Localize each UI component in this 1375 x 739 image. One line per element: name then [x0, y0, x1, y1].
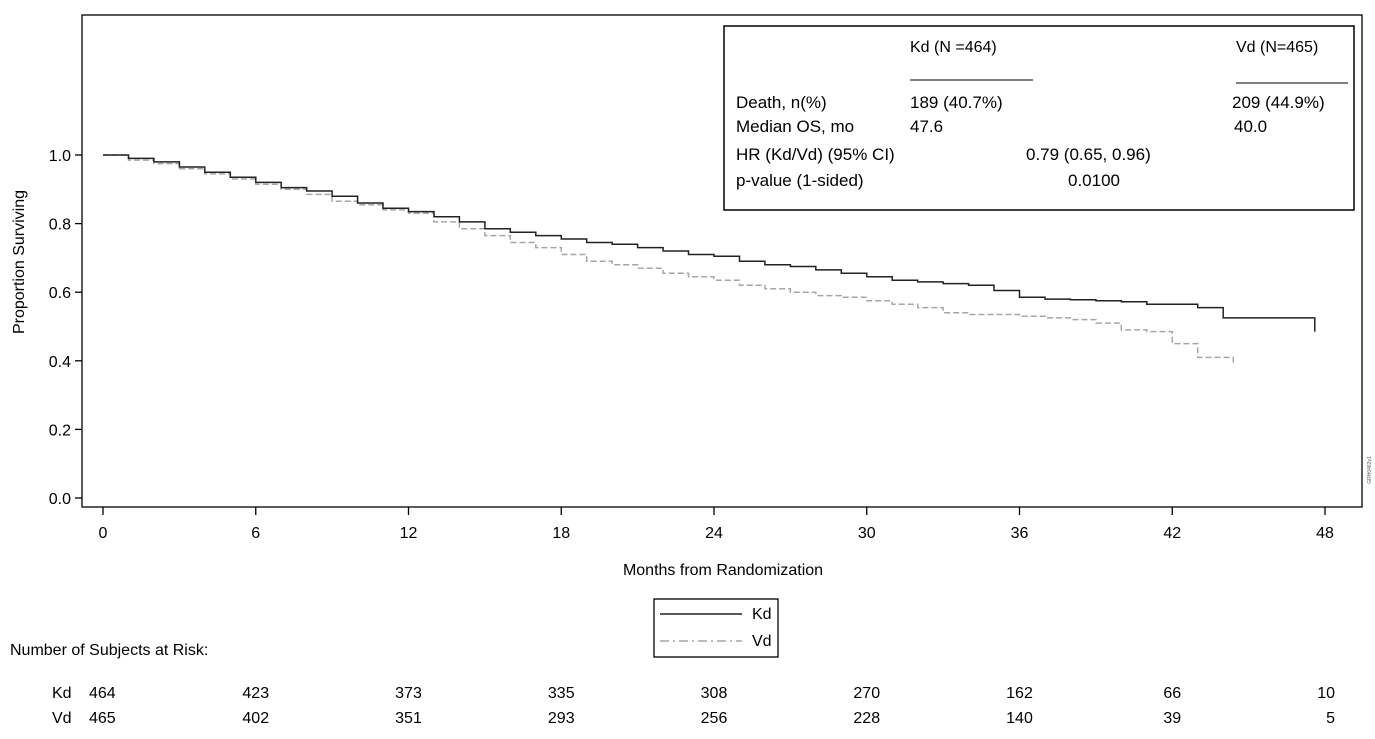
x-tick-label-3: 18 — [552, 525, 570, 542]
risk-cell-kd-12: 373 — [395, 685, 422, 702]
stats-box-frame — [723, 25, 1355, 211]
risk-cell-kd-42: 66 — [1163, 685, 1181, 702]
series-kd-line — [103, 154, 1316, 332]
risk-cell-kd-24: 308 — [701, 685, 728, 702]
risk-cell-vd-48: 5 — [1326, 710, 1335, 727]
series-layer — [103, 154, 1316, 365]
y-tick-label-5: 1.0 — [49, 148, 71, 165]
stats-p-value: 0.0100 — [1068, 171, 1120, 190]
legend-vd-label: Vd — [752, 633, 772, 650]
risk-cell-kd-30: 270 — [853, 685, 880, 702]
stats-median-kd: 47.6 — [910, 117, 943, 136]
risk-cell-kd-48: 10 — [1317, 685, 1335, 702]
risk-cell-vd-6: 402 — [242, 710, 269, 727]
x-tick-label-1: 6 — [251, 525, 260, 542]
risk-cell-kd-36: 162 — [1006, 685, 1033, 702]
y-tick-label-0: 0.0 — [49, 491, 71, 508]
side-code: GRH0462v1 — [1367, 456, 1373, 484]
risk-cell-vd-12: 351 — [395, 710, 422, 727]
x-axis-label: Months from Randomization — [623, 562, 823, 579]
stats-col1-header: Kd (N =464) — [910, 39, 997, 56]
x-tick-label-8: 48 — [1316, 525, 1334, 542]
x-tick-label-2: 12 — [400, 525, 418, 542]
y-tick-label-4: 0.8 — [49, 217, 71, 234]
stats-col2-header: Vd (N=465) — [1236, 39, 1318, 56]
risk-cell-vd-36: 140 — [1006, 710, 1033, 727]
x-tick-label-6: 36 — [1011, 525, 1029, 542]
series-vd-line — [103, 154, 1235, 365]
y-axis-label: Proportion Surviving — [11, 190, 28, 334]
x-tick-label-0: 0 — [99, 525, 108, 542]
y-tick-label-2: 0.4 — [49, 354, 71, 371]
risk-cell-vd-30: 228 — [853, 710, 880, 727]
legend-kd-label: Kd — [752, 606, 772, 623]
risk-cell-vd-42: 39 — [1163, 710, 1181, 727]
stats-median-vd: 40.0 — [1234, 117, 1267, 136]
x-tick-label-7: 42 — [1163, 525, 1181, 542]
risk-cell-kd-18: 335 — [548, 685, 575, 702]
stats-box: Kd (N =464) Vd (N=465) Death, n(%) 189 (… — [723, 25, 1355, 211]
x-axis: 0 6 12 18 24 30 36 42 48 — [99, 507, 1334, 542]
legend: Kd Vd — [653, 598, 779, 658]
y-tick-label-1: 0.2 — [49, 422, 71, 439]
risk-table: Kd 464 423 373 335 308 270 162 66 10 Vd 465 402 351 29… — [52, 685, 1335, 727]
risk-cell-vd-18: 293 — [548, 710, 575, 727]
risk-cell-kd-0: 464 — [89, 685, 116, 702]
risk-table-title: Number of Subjects at Risk: — [10, 642, 208, 659]
stats-hr-value: 0.79 (0.65, 0.96) — [1026, 145, 1151, 164]
risk-cell-vd-24: 256 — [701, 710, 728, 727]
x-tick-label-5: 30 — [858, 525, 876, 542]
stats-death-vd: 209 (44.9%) — [1232, 93, 1325, 112]
stats-p-label: p-value (1-sided) — [736, 171, 864, 190]
stats-median-label: Median OS, mo — [736, 117, 854, 136]
y-axis: 0.0 0.2 0.4 0.6 0.8 1.0 — [49, 148, 82, 508]
plot-frame — [81, 14, 1363, 508]
stats-death-label: Death, n(%) — [736, 93, 827, 112]
risk-row-label-vd: Vd — [52, 710, 72, 727]
risk-cell-vd-0: 465 — [89, 710, 116, 727]
stats-death-kd: 189 (40.7%) — [910, 93, 1003, 112]
legend-frame — [653, 598, 779, 658]
risk-row-label-kd: Kd — [52, 685, 72, 702]
risk-cell-kd-6: 423 — [242, 685, 269, 702]
x-tick-label-4: 24 — [705, 525, 723, 542]
stats-hr-label: HR (Kd/Vd) (95% CI) — [736, 145, 895, 164]
y-tick-label-3: 0.6 — [49, 285, 71, 302]
